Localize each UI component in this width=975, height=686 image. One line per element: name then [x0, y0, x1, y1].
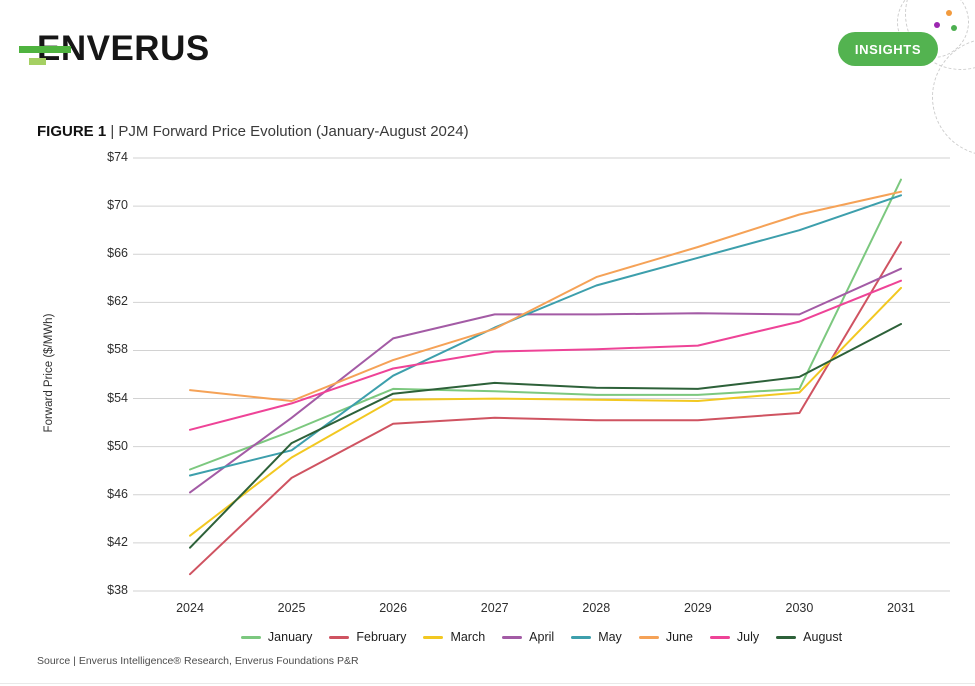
series-line-august	[189, 323, 902, 549]
y-tick-label: $74	[107, 150, 128, 164]
figure-label: FIGURE 1	[37, 123, 107, 140]
x-tick-label: 2026	[379, 601, 408, 615]
legend-swatch-icon	[571, 635, 592, 639]
y-tick-label: $70	[107, 198, 128, 213]
legend-item-may: May	[571, 630, 622, 644]
y-tick-label: $50	[107, 438, 128, 453]
series-line-june	[189, 190, 902, 402]
x-tick-label: 2024	[176, 601, 204, 615]
insights-button[interactable]: INSIGHTS	[838, 32, 938, 66]
y-tick-label: $46	[107, 486, 128, 501]
legend-swatch-icon	[423, 635, 444, 639]
legend-label: April	[529, 630, 555, 644]
legend-item-june: June	[638, 630, 693, 644]
series-line-may	[189, 194, 902, 477]
figure-title-text: | PJM Forward Price Evolution (January-A…	[110, 123, 469, 140]
series-line-july	[189, 279, 902, 431]
logo-green-dash-icon	[19, 46, 71, 53]
y-tick-label: $54	[107, 390, 128, 405]
x-tick-label: 2025	[277, 601, 306, 615]
x-tick-label: 2031	[887, 601, 915, 615]
legend-label: January	[267, 630, 313, 644]
figure-title: FIGURE 1 | PJM Forward Price Evolution (…	[37, 123, 469, 140]
legend-item-march: March	[423, 630, 485, 644]
series-line-january	[189, 178, 902, 471]
legend-swatch-icon	[638, 635, 659, 639]
x-tick-label: 2028	[582, 601, 611, 615]
y-tick-label: $62	[107, 294, 128, 309]
legend-item-january: January	[240, 630, 313, 644]
x-tick-label: 2027	[480, 601, 509, 615]
series-line-march	[189, 286, 902, 537]
x-tick-label: 2030	[785, 601, 814, 615]
y-tick-label: $42	[107, 534, 128, 549]
enverus-logo: ENVERUS	[19, 26, 210, 72]
legend-item-february: February	[329, 630, 406, 644]
y-axis-title: Forward Price ($/MWh)	[43, 313, 55, 433]
legend-label: February	[356, 630, 407, 644]
logo-light-green-dash-icon	[29, 58, 46, 65]
x-tick-label: 2029	[683, 601, 712, 615]
green-dot	[951, 25, 957, 31]
legend-item-april: April	[502, 630, 554, 644]
y-tick-label: $58	[107, 342, 128, 357]
legend-label: August	[803, 630, 843, 644]
y-tick-label: $66	[107, 246, 128, 261]
legend-item-august: August	[776, 630, 842, 644]
bottom-divider	[0, 683, 975, 684]
legend-label: March	[450, 630, 486, 644]
legend-label: July	[736, 630, 760, 644]
legend-swatch-icon	[776, 635, 797, 639]
orange-dot	[946, 10, 952, 16]
legend-label: May	[598, 630, 622, 644]
purple-dot	[934, 22, 940, 28]
legend-item-july: July	[709, 630, 760, 644]
chart-legend: January February March April May June July Augu…	[133, 630, 950, 644]
legend-swatch-icon	[240, 635, 261, 639]
series-line-february	[189, 241, 902, 576]
legend-swatch-icon	[709, 635, 730, 639]
y-tick-label: $38	[107, 583, 128, 597]
source-attribution: Source | Enverus Intelligence® Research,…	[37, 655, 359, 667]
series-line-april	[189, 267, 902, 494]
legend-swatch-icon	[329, 635, 350, 639]
legend-label: June	[665, 630, 693, 644]
legend-swatch-icon	[502, 635, 523, 639]
